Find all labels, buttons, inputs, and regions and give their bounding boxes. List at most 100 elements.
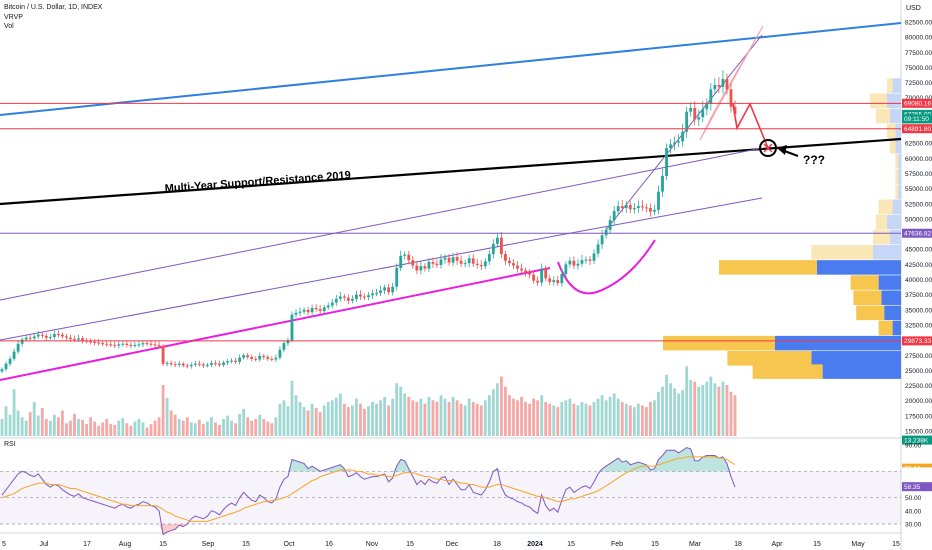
volume-bar (411, 400, 415, 436)
volume-bar (532, 398, 536, 436)
volume-bar (24, 420, 28, 436)
candle-body (314, 307, 318, 310)
rsi-line (1, 447, 736, 536)
currency-label[interactable]: USD (906, 5, 921, 12)
volume-bar (294, 395, 298, 436)
price-tag-label: 13.238K (904, 437, 929, 444)
rsi-ma-line (1, 456, 736, 522)
candle-body (640, 206, 644, 208)
price-tick-label: 37500.00 (905, 292, 932, 299)
volume-bar (355, 398, 358, 436)
candle-body (65, 336, 68, 338)
vol-indicator-label[interactable]: Vol (4, 23, 14, 30)
volume-bar (644, 407, 648, 436)
candle-body (576, 263, 580, 266)
candle-body (504, 254, 507, 261)
volume-bar (338, 393, 342, 436)
volume-bar (528, 403, 532, 436)
volume-bar (282, 400, 286, 436)
price-tick-label: 62500.00 (905, 141, 932, 148)
time-axis[interactable]: 5 Jul 17 Aug 15 Sep 15 Oct 16 Nov 15 Dec 18 2024 15 Feb… (2, 541, 900, 548)
volume-bar (16, 410, 20, 436)
candle-body (733, 106, 737, 115)
candle-body (661, 175, 664, 192)
volume-bar (427, 396, 431, 436)
candle-body (483, 261, 487, 267)
time-tick-label: May (851, 541, 865, 548)
price-tick-label: 32500.00 (905, 322, 932, 329)
volume-bar (608, 396, 612, 436)
volume-bar (350, 405, 354, 436)
volume-bar (161, 385, 165, 436)
volume-bar (169, 410, 173, 436)
volume-bar (467, 398, 471, 436)
volume-bar (540, 395, 544, 436)
candle-body (375, 292, 378, 294)
candle-body (548, 278, 552, 282)
rsi-indicator-label[interactable]: RSI (4, 441, 16, 448)
volume-bar (504, 386, 507, 436)
volume-bar (717, 386, 721, 436)
candle-body (318, 309, 322, 312)
annotation-drawings[interactable] (732, 102, 799, 157)
rsi-tag-label: 69.56 (904, 469, 921, 476)
time-tick-label: Nov (366, 541, 379, 548)
profile-bar (889, 138, 896, 154)
profile-bar (892, 78, 901, 93)
volume-bar (407, 396, 411, 436)
price-axis[interactable]: 82500.00 80000.00 77500.00 75000.00 72500.00… (902, 0, 932, 550)
candle-body (467, 258, 471, 264)
candle-body (495, 237, 499, 244)
candle-body (616, 206, 620, 212)
volume-bar (52, 414, 56, 436)
volume-bar (367, 406, 370, 436)
candle-body (346, 297, 350, 301)
profile-bar (887, 78, 893, 93)
symbol-title[interactable]: Bitcoin / U.S. Dollar, 1D, INDEX (4, 4, 103, 11)
candle-body (125, 343, 129, 345)
candle-body (189, 364, 193, 367)
candle-body (705, 103, 709, 110)
volume-bar (580, 402, 584, 436)
candle-body (282, 343, 286, 350)
candle-body (584, 259, 588, 261)
volume-bar (302, 407, 306, 436)
vrvp-indicator-label[interactable]: VRVP (4, 13, 23, 21)
profile-bar (663, 335, 775, 351)
volume-bar (274, 417, 278, 436)
rsi-panel-background (0, 439, 901, 535)
volume-bar (342, 403, 346, 436)
candle-body (709, 89, 713, 104)
candle-body (628, 204, 632, 210)
volume-bar (499, 376, 503, 436)
volume-bar (560, 402, 564, 436)
profile-bar (853, 290, 882, 305)
volume-bar (44, 419, 48, 436)
volume-bar (616, 398, 620, 436)
volume-bar (636, 403, 640, 436)
profile-bar (875, 214, 887, 230)
horizontal-levels[interactable] (0, 102, 901, 342)
price-tag-label: 09:11:50 (904, 116, 929, 123)
candle-body (89, 341, 93, 343)
candle-body (544, 268, 548, 279)
volume-bar (443, 398, 447, 436)
price-tick-label: 17500.00 (905, 413, 932, 420)
volume-bar (657, 391, 660, 436)
candle-body (210, 363, 213, 365)
time-tick-label: 17 (83, 541, 91, 548)
volume-bar (286, 406, 290, 436)
price-tick-label: 20000.00 (905, 398, 932, 405)
candle-body (693, 108, 697, 120)
volume-bar (153, 420, 157, 436)
volume-bar (359, 403, 362, 436)
volume-bar (218, 424, 221, 436)
volume-bar (463, 405, 467, 436)
rsi-tag-label: 58.35 (904, 484, 921, 491)
volume-bar (346, 407, 350, 436)
volume-bar (177, 419, 181, 436)
candle-body (298, 311, 302, 313)
volume-bar (705, 381, 709, 436)
profile-bar (892, 199, 901, 215)
